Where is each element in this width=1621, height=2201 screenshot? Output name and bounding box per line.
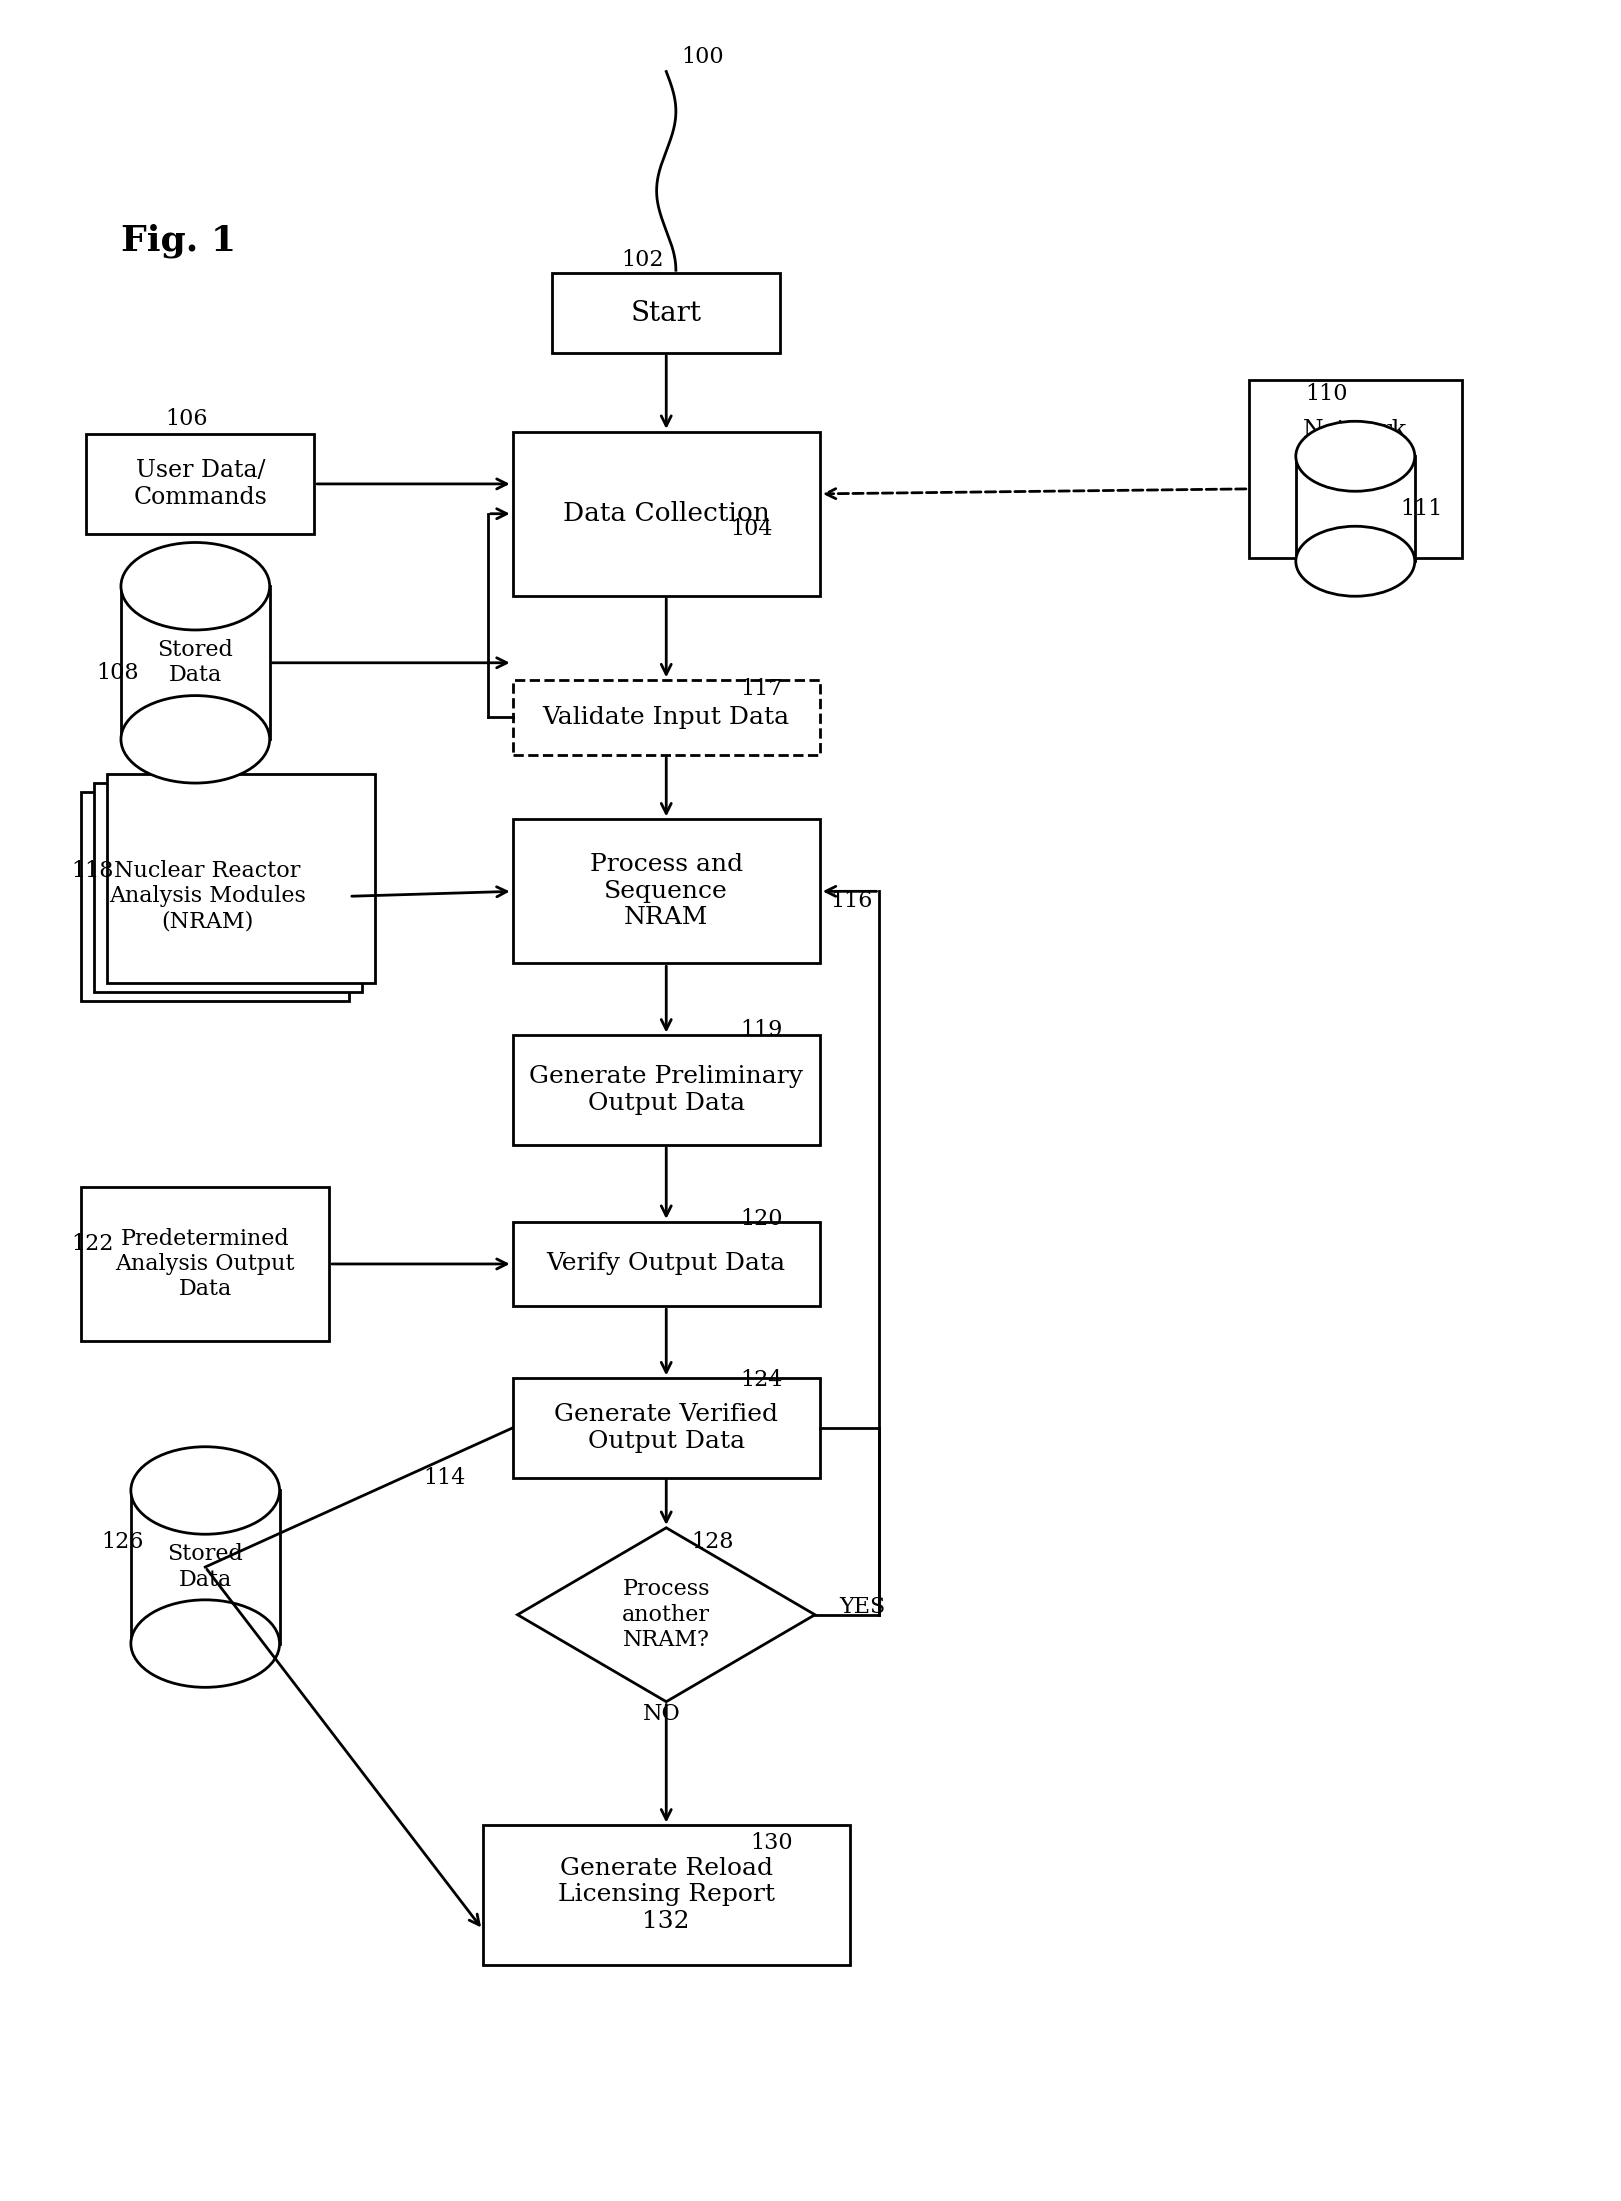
Text: 126: 126 [101, 1532, 144, 1554]
Text: 108: 108 [96, 663, 139, 685]
Text: Data Collection: Data Collection [562, 502, 770, 526]
Text: User Data/
Commands: User Data/ Commands [133, 460, 267, 508]
Bar [512, 1222, 820, 1305]
Text: Validate Input Data: Validate Input Data [543, 707, 789, 729]
Bar [483, 1825, 849, 1965]
Text: Generate Preliminary
Output Data: Generate Preliminary Output Data [528, 1065, 804, 1116]
Text: 124: 124 [741, 1369, 783, 1391]
Bar [512, 1378, 820, 1477]
Text: Predetermined
Analysis Output
Data: Predetermined Analysis Output Data [115, 1228, 295, 1301]
Bar [81, 792, 349, 1001]
Bar [553, 273, 780, 352]
Bar [1248, 379, 1462, 559]
Text: Fig. 1: Fig. 1 [122, 222, 237, 258]
Bar [512, 819, 820, 964]
Text: Nuclear Reactor
Analysis Modules
(NRAM): Nuclear Reactor Analysis Modules (NRAM) [109, 861, 306, 933]
Bar [81, 1186, 329, 1340]
Ellipse shape [131, 1446, 279, 1534]
Text: 102: 102 [621, 249, 665, 271]
Text: 104: 104 [731, 517, 773, 539]
Text: 117: 117 [741, 678, 783, 700]
Ellipse shape [1295, 420, 1415, 491]
Text: Generate Reload
Licensing Report
132: Generate Reload Licensing Report 132 [558, 1858, 775, 1932]
Text: 122: 122 [71, 1233, 113, 1255]
Text: Verify Output Data: Verify Output Data [546, 1252, 786, 1274]
Ellipse shape [1295, 526, 1415, 596]
Text: 119: 119 [741, 1019, 783, 1041]
Ellipse shape [131, 1600, 279, 1688]
Text: 120: 120 [741, 1208, 783, 1230]
Bar [1295, 456, 1415, 561]
Text: 116: 116 [830, 889, 872, 911]
Text: Stored
Data: Stored Data [167, 1543, 243, 1591]
Text: NO: NO [642, 1704, 681, 1726]
Text: 130: 130 [751, 1831, 793, 1853]
Text: 118: 118 [71, 861, 113, 883]
Text: 100: 100 [681, 46, 723, 68]
Bar [122, 585, 269, 740]
Text: YES: YES [840, 1596, 887, 1618]
Text: Start: Start [631, 299, 702, 326]
Text: Generate Verified
Output Data: Generate Verified Output Data [554, 1402, 778, 1453]
Text: 111: 111 [1401, 497, 1443, 519]
Text: Process
another
NRAM?: Process another NRAM? [622, 1578, 710, 1651]
Text: 110: 110 [1307, 383, 1349, 405]
Bar [512, 680, 820, 755]
Text: Network
Data: Network Data [1303, 420, 1407, 469]
Polygon shape [517, 1527, 815, 1701]
Text: 128: 128 [691, 1532, 734, 1554]
Text: 106: 106 [165, 409, 207, 431]
Ellipse shape [122, 696, 269, 784]
Bar [107, 775, 374, 984]
Bar [512, 1034, 820, 1145]
Text: 114: 114 [423, 1466, 465, 1488]
Bar [86, 434, 314, 533]
Bar [94, 784, 361, 993]
Ellipse shape [122, 541, 269, 629]
Bar [512, 431, 820, 596]
Text: Stored
Data: Stored Data [157, 638, 233, 687]
Bar [131, 1490, 279, 1644]
Text: Process and
Sequence
NRAM: Process and Sequence NRAM [590, 854, 742, 929]
